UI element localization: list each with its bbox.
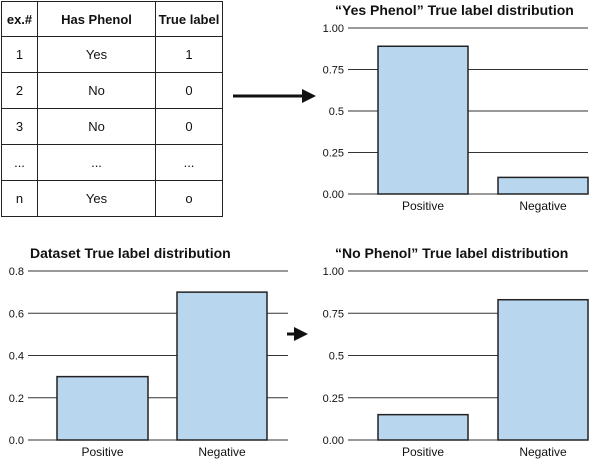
cell-has-phenol: Yes	[37, 180, 156, 217]
cell-true-label: o	[155, 180, 223, 217]
cell-true-label: ...	[155, 144, 223, 181]
x-category-label: Negative	[198, 445, 246, 459]
data-table: ex.# Has Phenol True label 1 Yes 1 2 No …	[1, 1, 223, 217]
bar-negative	[497, 298, 589, 441]
y-tick-label: 0.00	[323, 435, 344, 447]
header-ex: ex.#	[1, 1, 38, 37]
y-tick-label: 0.8	[9, 266, 24, 278]
table-row: 1 Yes 1	[1, 36, 223, 73]
x-category-label: Negative	[519, 199, 567, 213]
arrow-right-icon	[233, 89, 316, 103]
y-tick-label: 0.25	[323, 393, 344, 405]
x-category-label: Positive	[402, 199, 444, 213]
cell-ex: 2	[1, 72, 38, 109]
no-phenol-chart-title: “No Phenol” True label distribution	[335, 245, 569, 261]
header-has-phenol: Has Phenol	[37, 1, 156, 37]
y-tick-label: 0.0	[9, 435, 24, 447]
bar-negative	[176, 291, 268, 441]
y-tick-label: 0.2	[9, 393, 24, 405]
table-row: ... ... ...	[1, 144, 223, 181]
bar-positive	[377, 45, 469, 195]
cell-has-phenol: No	[37, 108, 156, 145]
table-row: n Yes o	[1, 180, 223, 217]
y-tick-label: 1.00	[323, 23, 344, 35]
bar-positive	[377, 413, 469, 441]
y-tick-label: 0.6	[9, 308, 24, 320]
x-category-label: Positive	[81, 445, 123, 459]
y-tick-label: 0.00	[323, 189, 344, 201]
y-tick-label: 1.00	[323, 266, 344, 278]
dataset-chart-title: Dataset True label distribution	[30, 245, 231, 261]
x-category-label: Positive	[402, 445, 444, 459]
y-tick-label: 0.75	[323, 65, 344, 77]
yes-phenol-chart-title: “Yes Phenol” True label distribution	[335, 2, 574, 18]
no-phenol-bar-chart: 0.00 0.25 0.5 0.75 1.00 Positive Negative	[323, 266, 589, 459]
y-tick-label: 0.75	[323, 308, 344, 320]
cell-true-label: 1	[155, 36, 223, 73]
bar-negative	[497, 176, 589, 195]
table-header-row: ex.# Has Phenol True label	[1, 1, 223, 37]
y-tick-label: 0.4	[9, 351, 24, 363]
yes-phenol-bar-chart: 0.00 0.25 0.5 0.75 1.00 Positive Negative	[323, 23, 589, 213]
y-tick-label: 0.5	[329, 106, 344, 118]
cell-has-phenol: ...	[37, 144, 156, 181]
x-category-label: Negative	[519, 445, 567, 459]
bar-positive	[56, 375, 149, 441]
cell-ex: 1	[1, 36, 38, 73]
arrow-right-icon	[287, 327, 308, 341]
cell-has-phenol: Yes	[37, 36, 156, 73]
dataset-bar-chart: 0.0 0.2 0.4 0.6 0.8 Positive Negative	[9, 266, 288, 459]
cell-ex: n	[1, 180, 38, 217]
y-tick-label: 0.25	[323, 148, 344, 160]
y-tick-label: 0.5	[329, 351, 344, 363]
arrows	[233, 89, 316, 341]
